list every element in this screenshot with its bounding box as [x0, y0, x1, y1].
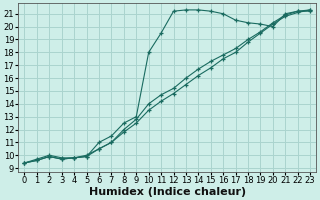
- X-axis label: Humidex (Indice chaleur): Humidex (Indice chaleur): [89, 187, 246, 197]
